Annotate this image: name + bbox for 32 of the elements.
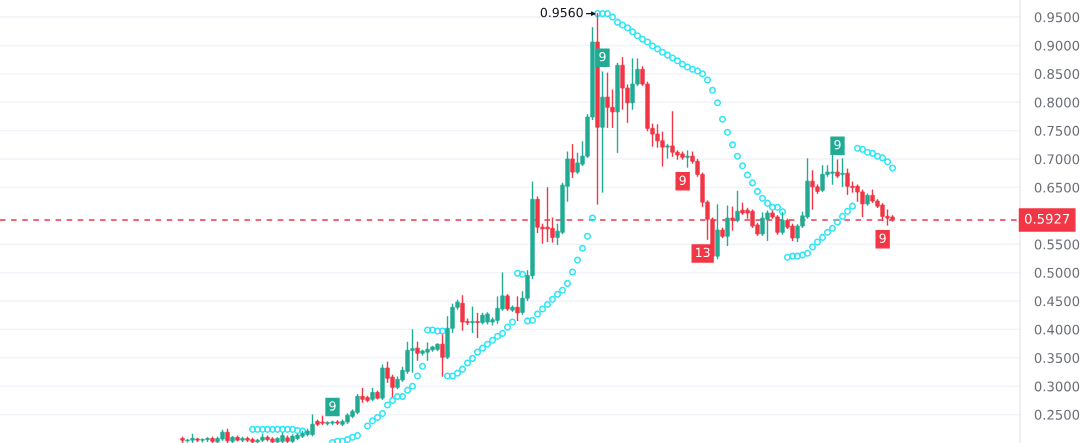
candlestick: [730, 206, 735, 231]
y-tick-label: 0.9500: [1034, 12, 1080, 23]
y-tick-label: 0.7000: [1034, 154, 1080, 165]
annotation: 9: [879, 233, 886, 243]
y-tick-label: 0.6500: [1034, 182, 1080, 193]
annotation: 9: [834, 139, 841, 150]
annotation: 9: [679, 175, 686, 185]
candlestick: [515, 296, 520, 322]
ref-line-label: 0.5927: [1024, 213, 1070, 224]
y-tick-label: 0.7500: [1034, 125, 1080, 136]
y-tick-label: 0.3000: [1034, 381, 1080, 392]
candlestick: [570, 144, 575, 178]
annotation: 9: [599, 51, 606, 62]
candlestick: [475, 312, 480, 339]
candlestick: [840, 158, 845, 187]
y-tick-label: 0.5500: [1034, 239, 1080, 250]
y-tick-label: 0.3500: [1034, 353, 1080, 364]
candlestick: [780, 211, 785, 235]
y-tick-label: 0.9000: [1034, 40, 1080, 51]
y-tick-label: 0.4500: [1034, 296, 1080, 307]
annotation: 13: [696, 247, 710, 258]
candlestick: [440, 334, 445, 377]
y-tick-label: 0.8500: [1034, 69, 1080, 80]
y-tick-label: 0.5000: [1034, 267, 1080, 278]
candlestick: [470, 306, 475, 333]
annotation: 9: [329, 401, 336, 411]
candlestick: [725, 205, 730, 247]
annotation: 0.9560: [540, 7, 583, 18]
y-tick-label: 0.2500: [1034, 409, 1080, 420]
y-tick-label: 0.8000: [1034, 97, 1080, 108]
y-tick-label: 0.4000: [1034, 324, 1080, 335]
candlestick: [735, 190, 740, 223]
